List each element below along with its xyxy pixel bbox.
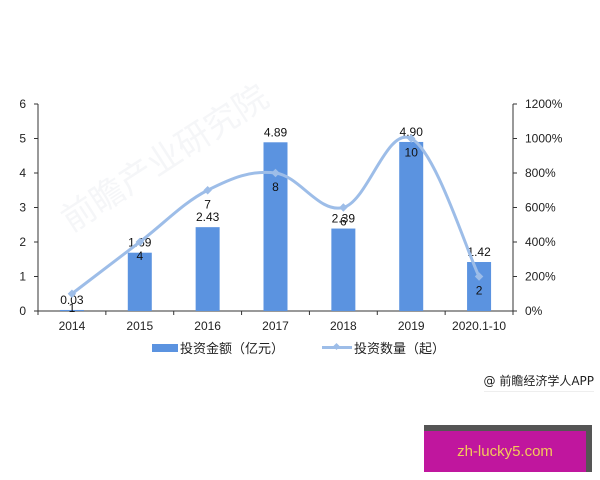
bar <box>399 141 424 311</box>
count-value-label: 6 <box>340 215 347 229</box>
bar <box>263 142 288 311</box>
chart-legend: 投资金额（亿元） 投资数量（起） <box>152 338 483 357</box>
bar-value-label: 2.39 <box>332 212 356 226</box>
line-marker-icon <box>67 289 77 298</box>
legend-label-count: 投资数量（起） <box>354 342 446 357</box>
y2-tick-label: 800% <box>525 166 556 180</box>
y-tick-label: 1 <box>19 270 26 284</box>
y2-tick-label: 1200% <box>525 97 563 111</box>
count-value-label: 10 <box>405 146 419 160</box>
line-swatch-icon <box>322 346 353 349</box>
y-tick-label: 6 <box>19 97 26 111</box>
bar <box>195 227 220 311</box>
bar-value-label: 1.42 <box>467 245 491 259</box>
bar <box>331 228 356 311</box>
bar-value-label: 2.43 <box>196 210 220 224</box>
line-marker-icon <box>339 203 348 212</box>
y-tick-label: 0 <box>19 304 26 318</box>
bar-value-label: 4.90 <box>400 125 424 139</box>
bar <box>127 252 152 311</box>
line-marker-icon <box>474 272 484 281</box>
y-tick-label: 2 <box>19 235 26 249</box>
count-value-label: 8 <box>272 180 279 194</box>
line-marker-icon <box>271 168 280 178</box>
count-value-label: 2 <box>476 284 483 298</box>
x-tick-label: 2018 <box>330 319 357 333</box>
legend-item-count: 投资数量（起） <box>322 338 445 357</box>
ad-text: zh-lucky5.com <box>457 443 553 460</box>
y-tick-label: 4 <box>19 166 26 180</box>
y2-tick-label: 400% <box>525 235 556 249</box>
count-value-label: 1 <box>69 301 76 315</box>
bar-swatch-icon <box>152 343 178 352</box>
y2-tick-label: 1000% <box>525 132 563 146</box>
y2-tick-label: 200% <box>525 270 556 284</box>
x-tick-label: 2019 <box>398 319 425 333</box>
x-tick-label: 2020.1-10 <box>452 319 506 333</box>
bar <box>59 309 84 311</box>
bar-value-label: 4.89 <box>264 125 288 139</box>
legend-item-amount: 投资金额（亿元） <box>152 338 284 357</box>
combo-chart: 0 1 2 3 4 5 6 0% 200% 400% 600% 800% 1000% 1200% 2014 2… <box>19 97 563 333</box>
x-tick-label: 2016 <box>194 319 221 333</box>
count-value-label: 7 <box>204 197 211 211</box>
x-tick-label: 2017 <box>262 319 289 333</box>
source-credit: @ 前瞻经济学人APP <box>483 372 594 392</box>
y-tick-label: 5 <box>19 132 26 146</box>
legend-label-amount: 投资金额（亿元） <box>180 342 285 357</box>
line-marker-icon <box>406 134 416 143</box>
ad-banner[interactable]: zh-lucky5.com <box>424 425 592 472</box>
bar-value-label: 0.03 <box>60 293 84 307</box>
y2-tick-label: 600% <box>525 201 556 215</box>
line-marker-icon <box>135 237 145 247</box>
y2-tick-label: 0% <box>525 304 543 318</box>
bar <box>467 262 492 311</box>
y-tick-label: 3 <box>19 201 26 215</box>
line-marker-icon <box>203 186 212 195</box>
x-tick-label: 2014 <box>59 319 86 333</box>
count-value-label: 4 <box>136 249 143 263</box>
x-tick-label: 2015 <box>126 319 153 333</box>
